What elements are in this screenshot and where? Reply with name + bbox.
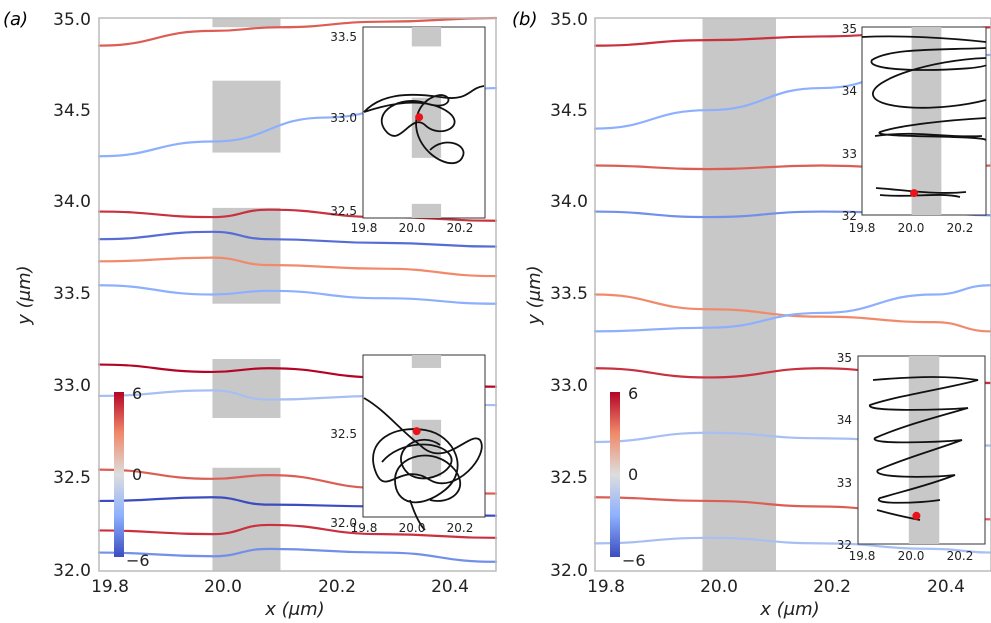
panel-b-ytick: 32.0	[550, 561, 588, 581]
panel-b: (b) 35.0 34.5 34.0 33.5 33.0 32.5 32.0 1…	[512, 9, 991, 620]
panel-a-ytick: 32.0	[53, 561, 91, 581]
panel-a-ylabel: y (μm)	[14, 265, 35, 325]
trajectory-line	[593, 293, 991, 333]
panel-b-obstacles	[702, 18, 777, 571]
inset-trajectory	[363, 397, 483, 531]
inset-obstacles	[911, 27, 942, 215]
panel-a-ytick: 33.0	[53, 376, 91, 396]
inset-ytick: 33.0	[330, 111, 357, 125]
panel-a-inset-top: 33.5 33.0 32.5 19.8 20.0 20.2	[330, 26, 486, 235]
panel-b-colorbar-tick: 6	[628, 384, 638, 403]
inset-xtick: 20.2	[447, 521, 474, 535]
inset-ytick: 34	[837, 413, 852, 427]
inset-xtick: 20.0	[898, 549, 925, 563]
inset-marker	[910, 189, 919, 198]
panel-a-ytick: 33.5	[53, 284, 91, 304]
panel-b-ytick: 33.5	[550, 284, 588, 304]
panel-a-obstacles	[212, 18, 281, 571]
inset-xtick: 20.2	[447, 221, 474, 235]
inset-marker	[412, 427, 421, 436]
obstacle-bar	[702, 18, 777, 571]
panel-b-label: (b)	[512, 9, 537, 30]
inset-xtick: 19.8	[849, 221, 876, 235]
inset-trajectory	[861, 35, 987, 198]
inset-marker	[912, 511, 921, 520]
trajectory-line	[97, 547, 498, 563]
inset-ytick: 35	[837, 351, 852, 365]
inset-ytick: 33	[842, 147, 857, 161]
inset-xtick: 20.2	[947, 549, 974, 563]
panel-b-inset-bottom: 35 34 33 32 19.8 20.0 20.2	[837, 351, 986, 563]
panel-a-xtick: 20.2	[318, 577, 356, 597]
trajectory-line	[97, 523, 498, 539]
inset-ytick: 33	[837, 476, 852, 490]
inset-xtick: 19.8	[849, 549, 876, 563]
inset-marker	[415, 113, 424, 122]
inset-xtick: 20.0	[399, 521, 426, 535]
panel-a-xtick: 19.8	[91, 577, 129, 597]
inset-xtick: 19.8	[351, 221, 378, 235]
obstacle-bar	[212, 18, 281, 28]
panel-b-xlabel: x (μm)	[759, 599, 819, 620]
trajectory-line	[97, 16, 498, 47]
inset-ytick: 32	[842, 209, 857, 223]
panel-b-xtick: 20.0	[700, 577, 738, 597]
panel-b-ytick: 32.5	[550, 468, 588, 488]
trajectory-line	[97, 256, 498, 278]
panel-a-xtick: 20.0	[204, 577, 242, 597]
panel-a-colorbar	[114, 392, 124, 557]
panel-a-xtick: 20.4	[431, 577, 469, 597]
obstacle-bar	[212, 467, 281, 571]
panel-b-ylabel: y (μm)	[524, 265, 545, 325]
panel-a-colorbar-tick: −6	[126, 551, 150, 570]
panel-a-xlabel: x (μm)	[264, 599, 324, 620]
inset-ytick: 33.5	[330, 30, 357, 44]
inset-ytick: 32	[837, 538, 852, 552]
inset-obstacle-bar	[911, 27, 942, 215]
panel-b-ytick: 33.0	[550, 376, 588, 396]
panel-a-colorbar-tick: 0	[132, 465, 142, 484]
panel-a-ytick: 34.0	[53, 192, 91, 212]
inset-obstacle-bar	[411, 355, 442, 368]
trajectory-line	[97, 284, 498, 305]
inset-ytick: 32.5	[330, 427, 357, 441]
panel-a-ytick: 32.5	[53, 468, 91, 488]
inset-obstacles	[411, 27, 442, 218]
panel-b-frame	[594, 17, 991, 572]
inset-ytick: 34	[842, 84, 857, 98]
inset-obstacle-bar	[411, 27, 442, 47]
panel-a-ytick: 34.5	[53, 101, 91, 121]
panel-a-label: (a)	[3, 9, 28, 30]
inset-obstacle-bar	[411, 203, 442, 218]
panel-a-frame	[98, 17, 497, 572]
trajectory-line	[593, 284, 991, 333]
inset-xtick: 19.8	[351, 521, 378, 535]
panel-a-ytick: 35.0	[53, 10, 91, 30]
panel-b-ytick: 34.0	[550, 192, 588, 212]
panel-a-inset-bottom: 32.5 32.0 19.8 20.0 20.2	[330, 354, 486, 535]
panel-a-colorbar-tick: 6	[132, 384, 142, 403]
inset-ytick: 32.5	[330, 204, 357, 218]
panel-b-xtick: 20.2	[813, 577, 851, 597]
inset-trajectory	[363, 85, 485, 164]
panel-b-colorbar-tick: −6	[622, 551, 646, 570]
inset-xtick: 20.0	[399, 221, 426, 235]
panel-b-ytick: 35.0	[550, 10, 588, 30]
inset-xtick: 20.0	[898, 221, 925, 235]
inset-xtick: 20.2	[947, 221, 974, 235]
panel-b-ytick: 34.5	[550, 101, 588, 121]
trajectory-line	[97, 230, 498, 248]
obstacle-bar	[212, 207, 281, 304]
inset-ytick: 32.0	[330, 516, 357, 530]
panel-b-colorbar-tick: 0	[628, 465, 638, 484]
panel-a: (a) 35.0 34.5 34.0 33.5 33.0 32.5 32.0 1…	[3, 9, 498, 620]
trajectory-line	[593, 536, 991, 554]
panel-b-inset-top: 35 34 33 32 19.8 20.0 20.2	[842, 22, 987, 235]
panel-b-xtick: 20.4	[927, 577, 965, 597]
inset-ytick: 35	[842, 22, 857, 36]
panel-b-xtick: 19.8	[587, 577, 625, 597]
panel-b-colorbar	[610, 392, 620, 557]
